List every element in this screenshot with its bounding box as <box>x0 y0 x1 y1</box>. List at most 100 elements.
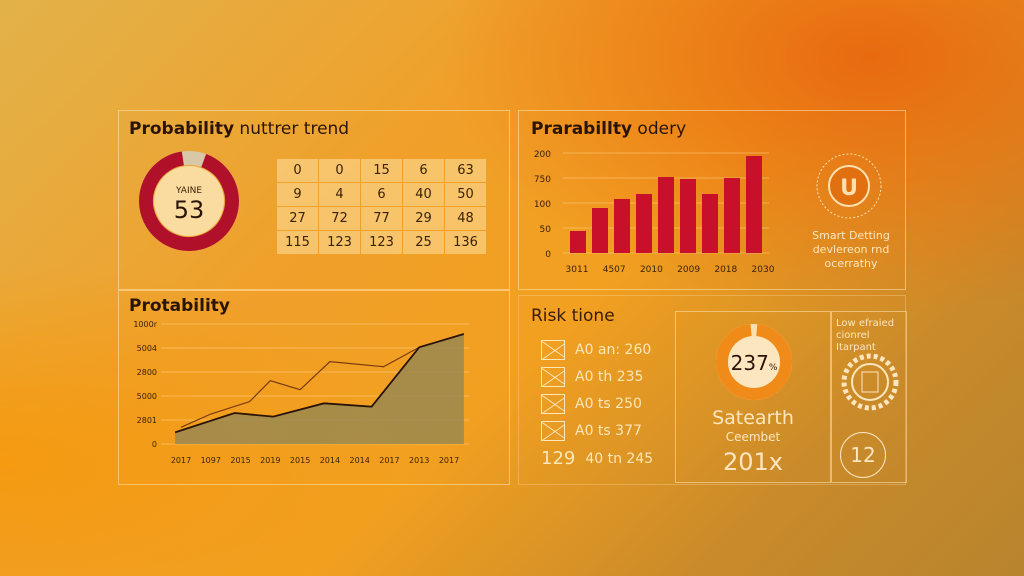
bar <box>724 178 740 253</box>
table-cell: 0 <box>277 159 318 182</box>
map-icon <box>541 421 565 441</box>
x-tick-label: 2018 <box>714 265 737 275</box>
pattern-icon <box>541 367 565 387</box>
y-tick-label: 5000 <box>137 392 157 401</box>
area-chart: 0 2801 5000 2800 5004 1000r 2017 1097 2015 2019 20… <box>133 320 469 465</box>
table-cell: 9 <box>277 183 318 206</box>
table-cell: 25 <box>403 231 444 254</box>
x-tick-label: 2013 <box>409 456 429 465</box>
counter-caption: Low efraied cionrel Itarpant <box>836 318 895 353</box>
gear-icon <box>841 353 899 411</box>
y-tick-label: 5004 <box>137 344 157 353</box>
svg-text:U: U <box>840 176 858 201</box>
table-cell: 72 <box>319 207 360 230</box>
y-tick-label: 0 <box>545 250 551 260</box>
table-cell: 77 <box>361 207 402 230</box>
risk-text: A0 ts 377 <box>575 423 642 439</box>
x-tick-label: 2014 <box>320 456 340 465</box>
table-cell: 136 <box>445 231 486 254</box>
panel-title: Protability <box>129 296 230 316</box>
x-tick-label: 3011 <box>566 265 589 275</box>
badge-caption: Smart Detting devlereon rnd ocerrathy <box>812 229 890 270</box>
y-tick-label: 2801 <box>137 416 157 425</box>
chart-icon <box>541 394 565 414</box>
counter-card: Low efraied cionrel Itarpant 12 <box>831 311 907 483</box>
area-series-line <box>174 333 465 434</box>
y-tick-label: 100 <box>534 200 551 210</box>
table-cell: 63 <box>445 159 486 182</box>
risk-text: A0 ts 250 <box>575 396 642 412</box>
risk-prefix: 129 <box>541 448 576 469</box>
risk-panel: Risk tione A0 an: 260 A0 th 235 A0 ts 250 A… <box>518 295 907 485</box>
bar <box>614 199 630 253</box>
bar-chart-panel: Prarabillty odery 0 50 100 750 200 3011 4507 20… <box>518 110 906 290</box>
panel-title: Prarabillty odery <box>531 119 687 139</box>
table-cell: 15 <box>361 159 402 182</box>
risk-row: A0 ts 250 <box>541 394 642 414</box>
risk-text: A0 th 235 <box>575 369 644 385</box>
table-cell: 48 <box>445 207 486 230</box>
donut-label: YAINE <box>175 186 202 196</box>
bar <box>636 194 652 253</box>
percent-gauge: 237% <box>716 324 792 400</box>
value-table: 0 0 15 6 63 9 4 6 40 50 27 72 77 29 48 115 123 123 25 136 <box>277 159 486 254</box>
table-cell: 115 <box>277 231 318 254</box>
table-cell: 40 <box>403 183 444 206</box>
donut-gauge: YAINE 53 <box>139 151 239 251</box>
x-tick-label: 2019 <box>260 456 280 465</box>
gauge-big-value: 201x <box>722 448 783 476</box>
risk-row: 129 40 tn 245 <box>541 448 653 469</box>
table-cell: 6 <box>403 159 444 182</box>
y-tick-label: 1000r <box>133 320 157 329</box>
risk-row: A0 ts 377 <box>541 421 642 441</box>
x-tick-label: 2010 <box>640 265 663 275</box>
bar <box>592 208 608 253</box>
x-tick-label: 1097 <box>201 456 221 465</box>
risk-row: A0 th 235 <box>541 367 643 387</box>
panel-title: Probability nuttrer trend <box>129 119 350 139</box>
x-tick-label: 2009 <box>677 265 700 275</box>
y-tick-label: 200 <box>534 150 551 160</box>
svg-text:237%: 237% <box>731 351 778 375</box>
bar <box>658 177 674 253</box>
y-tick-label: 2800 <box>137 368 157 377</box>
table-cell: 4 <box>319 183 360 206</box>
seal-emblem-icon: U <box>816 153 882 219</box>
table-cell: 6 <box>361 183 402 206</box>
table-cell: 123 <box>319 231 360 254</box>
gauge-sublabel: Ceembet <box>725 430 781 444</box>
bar <box>746 156 762 253</box>
risk-text: A0 an: 260 <box>575 342 652 358</box>
donut-value: 53 <box>174 196 205 224</box>
series-line <box>180 333 465 428</box>
risk-text: 40 tn 245 <box>585 450 654 467</box>
area-chart-panel: Protability 0 2801 5000 2800 5004 1000r 2017 10… <box>118 290 510 485</box>
x-tick-label: 2015 <box>230 456 250 465</box>
area-fill <box>175 333 464 444</box>
x-tick-label: 2015 <box>290 456 310 465</box>
x-tick-label: 2014 <box>349 456 369 465</box>
table-cell: 0 <box>319 159 360 182</box>
table-cell: 50 <box>445 183 486 206</box>
x-tick-label: 2017 <box>379 456 399 465</box>
y-tick-label: 750 <box>534 175 551 185</box>
bar <box>680 179 696 253</box>
panel-title: Risk tione <box>531 306 615 326</box>
bar-chart: 0 50 100 750 200 3011 4507 2010 2009 2018 2030 <box>534 150 775 275</box>
x-tick-label: 2017 <box>171 456 191 465</box>
x-tick-label: 2017 <box>439 456 459 465</box>
table-cell: 123 <box>361 231 402 254</box>
probability-trend-panel: Probability nuttrer trend YAINE 53 0 0 15 6… <box>118 110 510 290</box>
risk-row: A0 an: 260 <box>541 340 651 360</box>
y-tick-label: 50 <box>540 225 552 235</box>
table-cell: 29 <box>403 207 444 230</box>
y-tick-label: 0 <box>152 440 157 449</box>
gauge-label: Satearth <box>712 407 794 429</box>
table-cell: 27 <box>277 207 318 230</box>
x-tick-label: 4507 <box>603 265 626 275</box>
envelope-icon <box>541 340 565 360</box>
gauge-card: 237% Satearth Ceembet 201x <box>675 311 831 483</box>
counter-value: 12 <box>840 432 886 478</box>
bar <box>570 231 586 253</box>
bar <box>702 194 718 253</box>
